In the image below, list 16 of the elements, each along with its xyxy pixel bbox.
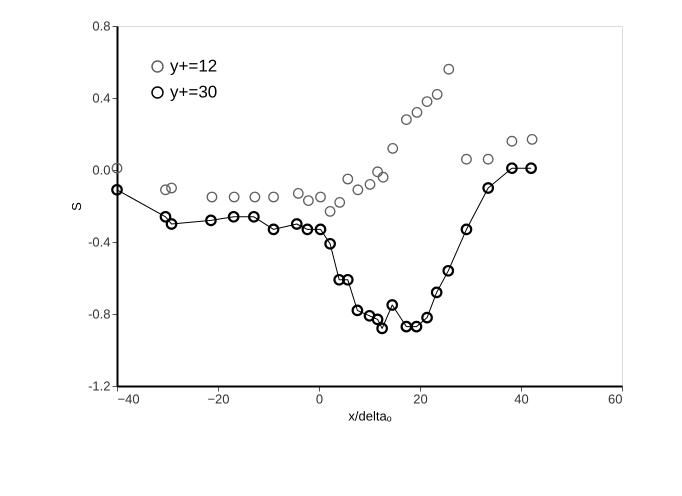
legend-label: y+=12	[170, 56, 218, 76]
y-tick-label: 0.0	[92, 162, 110, 178]
y-tick-label: 0.4	[92, 90, 110, 106]
y-tick-label: -1.2	[88, 378, 110, 394]
legend-label: y+=30	[170, 82, 218, 102]
x-tick-label: 0	[316, 392, 324, 406]
y-axis-title: S	[69, 202, 84, 211]
y-tick-label: -0.8	[88, 306, 110, 322]
x-tick-label: 60	[608, 392, 622, 406]
x-tick-label: 20	[413, 392, 428, 406]
y-tick-label: 0.8	[92, 18, 110, 34]
x-axis-title: x/deltaₒ	[348, 408, 392, 424]
x-tick-label: −40	[118, 392, 140, 406]
x-tick-label: 40	[514, 392, 529, 406]
x-tick-label: −20	[207, 392, 230, 406]
y-tick-label: -0.4	[88, 234, 110, 250]
